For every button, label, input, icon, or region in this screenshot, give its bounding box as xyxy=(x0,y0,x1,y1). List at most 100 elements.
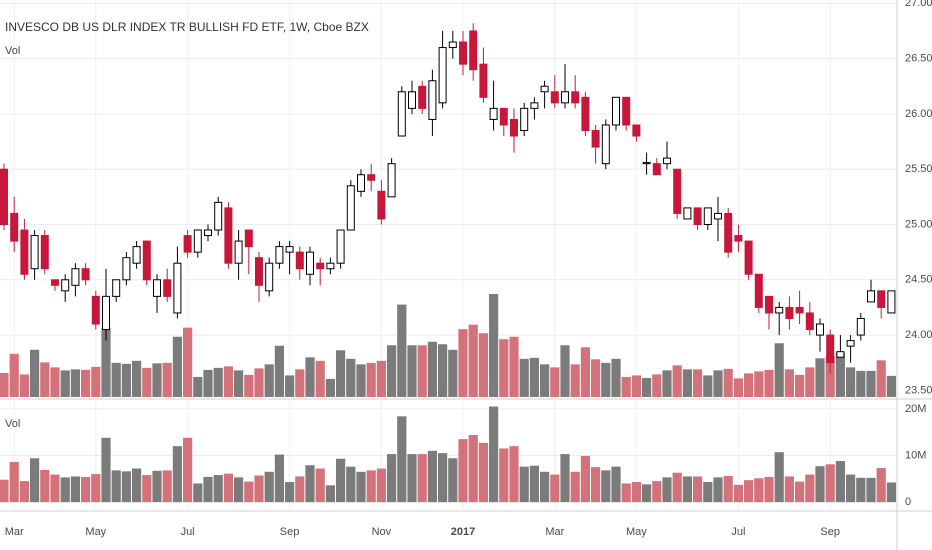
volume-bar xyxy=(356,471,366,503)
candle-body xyxy=(142,240,151,281)
candle-body xyxy=(642,162,651,165)
volume-bar xyxy=(40,469,50,503)
volume-overlay-bar xyxy=(682,369,692,397)
volume-overlay-bar xyxy=(448,349,458,397)
chart-title: INVESCO DB US DLR INDEX TR BULLISH FD ET… xyxy=(5,20,369,34)
volume-overlay-bar xyxy=(121,363,131,397)
candle-body xyxy=(61,279,70,292)
candle-body xyxy=(112,279,121,297)
volume-bar xyxy=(825,464,835,503)
volume-overlay-bar xyxy=(846,367,856,397)
x-tick-label: Nov xyxy=(372,526,392,538)
volume-bar xyxy=(50,474,60,503)
candle-body xyxy=(377,190,386,220)
volume-overlay-bar xyxy=(244,374,254,397)
volume-overlay-bar xyxy=(213,367,223,397)
volume-bar xyxy=(611,466,621,503)
volume-bar xyxy=(223,473,233,503)
volume-overlay-bar xyxy=(101,327,111,397)
volume-bar xyxy=(866,477,876,503)
candle-body xyxy=(40,235,49,270)
volume-overlay-bar xyxy=(19,374,29,397)
volume-overlay-bar xyxy=(693,369,703,397)
candle-body xyxy=(397,91,406,137)
volume-overlay-bar xyxy=(132,360,142,397)
candle-body xyxy=(754,273,763,308)
volume-overlay-bar xyxy=(0,372,9,397)
volume-overlay-bar xyxy=(356,364,366,397)
volume-overlay-bar xyxy=(234,370,244,397)
volume-overlay-bar xyxy=(713,370,723,397)
candle-body xyxy=(51,279,59,286)
candle-body xyxy=(826,334,835,364)
volume-bar xyxy=(662,477,672,503)
candle-body xyxy=(581,96,590,131)
candle-body xyxy=(550,91,559,104)
volume-overlay-bar xyxy=(550,367,560,397)
volume-bar xyxy=(285,482,295,503)
volume-bar xyxy=(876,468,886,503)
volume-overlay-bar xyxy=(570,364,580,397)
volume-bar xyxy=(672,472,682,503)
volume-bar xyxy=(631,482,641,503)
volume-overlay-bar xyxy=(152,363,162,397)
volume-overlay-bar xyxy=(387,345,397,397)
candle-body xyxy=(520,107,529,131)
volume-bar xyxy=(315,468,325,503)
candle-body xyxy=(744,240,753,275)
volume-overlay-bar xyxy=(193,376,203,397)
candle-body xyxy=(224,207,233,264)
candle-body xyxy=(591,129,600,148)
y-tick-label: 27.00 xyxy=(905,0,932,9)
candle-body xyxy=(122,257,131,281)
volume-overlay-bar xyxy=(91,366,101,397)
y-tick-label: 24.00 xyxy=(905,329,932,341)
candle-body xyxy=(367,174,376,181)
volume-overlay-bar xyxy=(366,362,376,397)
volume-bar xyxy=(478,442,488,503)
candle-body xyxy=(510,118,518,137)
volume-bar xyxy=(101,437,111,503)
candle-body xyxy=(81,268,90,281)
candle-body xyxy=(632,124,641,137)
candle-body xyxy=(0,168,8,225)
candle-body xyxy=(102,295,110,331)
volume-overlay-bar xyxy=(417,345,427,397)
candle-body xyxy=(91,295,100,325)
volume-overlay-bar xyxy=(866,370,876,397)
volume-overlay-bar xyxy=(50,367,60,397)
candle-body xyxy=(469,30,478,71)
candle-body xyxy=(622,96,631,126)
candle-body xyxy=(714,212,722,220)
volume-overlay-bar xyxy=(560,345,570,397)
volume-bar xyxy=(774,452,784,503)
candle-body xyxy=(795,306,804,314)
volume-bar xyxy=(366,470,376,503)
volume-bar xyxy=(376,468,386,503)
volume-overlay-bar xyxy=(172,336,182,397)
volume-bar xyxy=(795,481,805,503)
candle-body xyxy=(652,163,661,176)
x-tick-label: Mar xyxy=(5,526,24,538)
candle-body xyxy=(316,262,325,270)
candle-body xyxy=(734,235,743,242)
volume-bar xyxy=(387,454,397,503)
volume-bar xyxy=(601,470,611,503)
volume-bar xyxy=(264,471,274,503)
x-tick-label: Sep xyxy=(820,526,840,538)
volume-bar xyxy=(142,475,152,503)
volume-bar xyxy=(213,475,223,503)
candle-body xyxy=(408,91,416,109)
volume-overlay-bar xyxy=(856,370,866,397)
volume-bar xyxy=(121,471,131,503)
candle-body xyxy=(816,323,824,336)
volume-overlay-bar xyxy=(795,374,805,397)
volume-overlay-bar xyxy=(142,367,152,397)
volume-bar xyxy=(427,450,437,503)
candle-body xyxy=(438,47,447,104)
volume-overlay-bar xyxy=(458,329,468,397)
candle-body xyxy=(173,262,182,314)
candle-body xyxy=(561,91,569,104)
volume-bar xyxy=(489,406,499,503)
candle-body xyxy=(336,229,345,264)
